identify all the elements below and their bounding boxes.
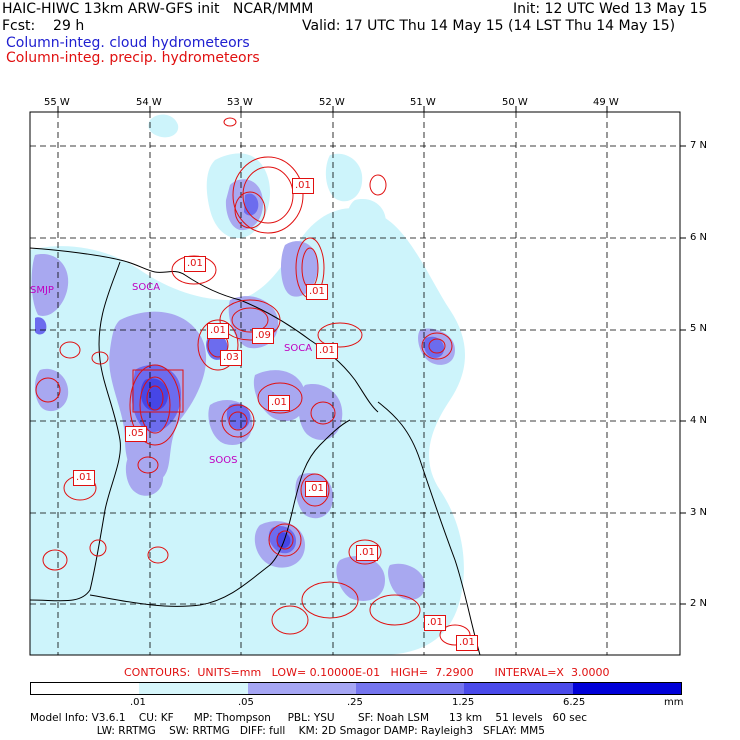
station-label: SMJP xyxy=(30,285,54,296)
contours-info: CONTOURS: UNITS=mm LOW= 0.10000E-01 HIGH… xyxy=(124,666,610,679)
header-valid: Valid: 17 UTC Thu 14 May 15 (14 LST Thu … xyxy=(302,18,676,34)
colorbar-segment xyxy=(31,683,140,694)
contour-label: .01 xyxy=(268,395,290,411)
contour-label: .01 xyxy=(207,323,229,339)
lon-label: 55 W xyxy=(44,97,70,108)
lat-label: 2 N xyxy=(690,598,708,609)
colorbar-segment xyxy=(139,683,248,694)
colorbar-segment xyxy=(464,683,573,694)
lon-label: 53 W xyxy=(227,97,253,108)
colorbar-tick: .25 xyxy=(347,697,363,708)
colorbar-segment xyxy=(355,683,465,694)
station-label: SOCA xyxy=(132,282,161,293)
colorbar-segment xyxy=(247,683,356,694)
footer-model-info: Model Info: V3.6.1 CU: KF MP: Thompson P… xyxy=(30,712,587,724)
lat-label: 6 N xyxy=(690,232,708,243)
contour-label: .01 xyxy=(316,343,338,359)
lat-label: 5 N xyxy=(690,323,708,334)
station-label: SOCA xyxy=(284,343,313,354)
contour-label: .01 xyxy=(356,545,378,561)
grid-lines xyxy=(30,112,680,655)
contour-label: .01 xyxy=(305,481,327,497)
plot-frame xyxy=(29,111,681,656)
colorbar-unit: mm xyxy=(664,697,684,708)
contour-label: .01 xyxy=(306,284,328,300)
legend-precip: Column-integ. precip. hydrometeors xyxy=(6,50,260,66)
legend-cloud: Column-integ. cloud hydrometeors xyxy=(6,35,250,51)
contour-label: .01 xyxy=(184,256,206,272)
lon-label: 49 W xyxy=(593,97,619,108)
lat-ticks xyxy=(57,106,686,605)
colorbar-tick: .01 xyxy=(130,697,146,708)
lon-label: 51 W xyxy=(410,97,436,108)
coastlines xyxy=(29,247,481,656)
contour-label: .09 xyxy=(252,328,274,344)
contour-label: .01 xyxy=(456,635,478,651)
precip-contours xyxy=(35,117,471,646)
header-title: HAIC-HIWC 13km ARW-GFS init NCAR/MMM xyxy=(2,1,314,17)
lat-label: 3 N xyxy=(690,507,708,518)
header-forecast: Fcst: 29 h xyxy=(2,18,85,34)
contour-label: .03 xyxy=(220,350,242,366)
lon-label: 50 W xyxy=(502,97,528,108)
lon-label: 52 W xyxy=(319,97,345,108)
colorbar-tick: .05 xyxy=(238,697,254,708)
station-label: SOOS xyxy=(209,455,238,466)
lat-label: 4 N xyxy=(690,415,708,426)
contour-label: .01 xyxy=(73,470,95,486)
header-init: Init: 12 UTC Wed 13 May 15 xyxy=(513,1,708,17)
colorbar-segment xyxy=(572,683,681,694)
contour-label: .01 xyxy=(424,615,446,631)
colorbar-tick: 1.25 xyxy=(452,697,475,708)
colorbar-tick: 6.25 xyxy=(563,697,586,708)
lon-label: 54 W xyxy=(136,97,162,108)
contour-label: .05 xyxy=(125,426,147,442)
lat-label: 7 N xyxy=(690,140,708,151)
contour-label: .01 xyxy=(292,178,314,194)
footer-model-info-2: LW: RRTMG SW: RRTMG DIFF: full KM: 2D Sm… xyxy=(30,725,545,737)
colorbar xyxy=(30,682,682,695)
